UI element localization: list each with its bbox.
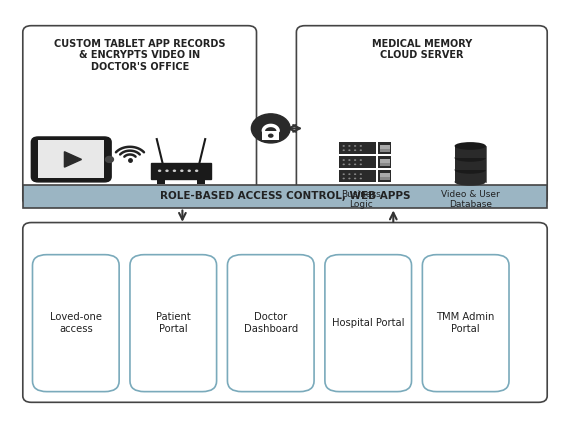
Circle shape	[343, 163, 345, 165]
FancyBboxPatch shape	[455, 170, 486, 182]
FancyBboxPatch shape	[32, 255, 119, 392]
FancyBboxPatch shape	[455, 158, 486, 170]
Circle shape	[188, 169, 191, 172]
Text: Video & User
Database: Video & User Database	[441, 190, 500, 209]
FancyBboxPatch shape	[339, 142, 376, 154]
FancyBboxPatch shape	[380, 159, 390, 163]
Text: Doctor
Dashboard: Doctor Dashboard	[243, 312, 298, 334]
FancyBboxPatch shape	[380, 146, 390, 152]
Circle shape	[268, 134, 274, 138]
Circle shape	[343, 178, 345, 179]
Circle shape	[105, 157, 113, 163]
FancyBboxPatch shape	[31, 137, 111, 182]
Text: TMM Admin
Portal: TMM Admin Portal	[437, 312, 495, 334]
Circle shape	[348, 159, 351, 161]
Ellipse shape	[455, 142, 486, 150]
Text: Loved-one
access: Loved-one access	[50, 312, 102, 334]
Circle shape	[354, 173, 356, 175]
FancyBboxPatch shape	[227, 255, 314, 392]
Circle shape	[348, 145, 351, 147]
Circle shape	[354, 149, 356, 151]
FancyBboxPatch shape	[378, 142, 391, 154]
FancyBboxPatch shape	[339, 170, 376, 182]
FancyBboxPatch shape	[197, 179, 205, 184]
Ellipse shape	[455, 178, 486, 186]
FancyBboxPatch shape	[380, 175, 390, 180]
FancyBboxPatch shape	[455, 146, 486, 158]
Circle shape	[348, 149, 351, 151]
Circle shape	[348, 178, 351, 179]
FancyBboxPatch shape	[380, 173, 390, 177]
FancyBboxPatch shape	[378, 156, 391, 168]
Circle shape	[348, 163, 351, 165]
Circle shape	[354, 145, 356, 147]
Circle shape	[360, 178, 362, 179]
Circle shape	[195, 169, 198, 172]
Text: Patient
Portal: Patient Portal	[156, 312, 190, 334]
Circle shape	[158, 169, 161, 172]
Circle shape	[251, 114, 290, 143]
Circle shape	[180, 169, 184, 172]
Circle shape	[354, 163, 356, 165]
Circle shape	[360, 173, 362, 175]
Text: Hospital Portal: Hospital Portal	[332, 318, 405, 328]
Circle shape	[343, 173, 345, 175]
Circle shape	[165, 169, 169, 172]
FancyBboxPatch shape	[296, 26, 547, 205]
FancyBboxPatch shape	[38, 140, 104, 178]
FancyBboxPatch shape	[23, 185, 547, 208]
Circle shape	[354, 178, 356, 179]
FancyBboxPatch shape	[130, 255, 217, 392]
FancyBboxPatch shape	[339, 156, 376, 168]
Circle shape	[343, 145, 345, 147]
Circle shape	[360, 163, 362, 165]
FancyBboxPatch shape	[380, 160, 390, 166]
Circle shape	[360, 149, 362, 151]
Circle shape	[360, 145, 362, 147]
FancyBboxPatch shape	[262, 131, 279, 140]
Circle shape	[173, 169, 176, 172]
Text: CUSTOM TABLET APP RECORDS
& ENCRYPTS VIDEO IN
DOCTOR'S OFFICE: CUSTOM TABLET APP RECORDS & ENCRYPTS VID…	[54, 39, 225, 72]
Circle shape	[348, 173, 351, 175]
FancyBboxPatch shape	[380, 145, 390, 149]
FancyBboxPatch shape	[23, 223, 547, 402]
FancyBboxPatch shape	[23, 26, 256, 205]
Text: ROLE-BASED ACCESS CONTROL, WEB APPS: ROLE-BASED ACCESS CONTROL, WEB APPS	[160, 191, 410, 202]
Text: Business
Logic: Business Logic	[341, 190, 381, 209]
Circle shape	[354, 159, 356, 161]
Polygon shape	[64, 152, 82, 167]
Circle shape	[343, 159, 345, 161]
Circle shape	[343, 149, 345, 151]
FancyBboxPatch shape	[422, 255, 509, 392]
FancyBboxPatch shape	[325, 255, 412, 392]
Ellipse shape	[455, 166, 486, 174]
FancyBboxPatch shape	[157, 179, 165, 184]
FancyBboxPatch shape	[151, 163, 211, 179]
Ellipse shape	[455, 154, 486, 162]
Circle shape	[360, 159, 362, 161]
FancyBboxPatch shape	[378, 170, 391, 182]
Text: MEDICAL MEMORY
CLOUD SERVER: MEDICAL MEMORY CLOUD SERVER	[372, 39, 472, 60]
